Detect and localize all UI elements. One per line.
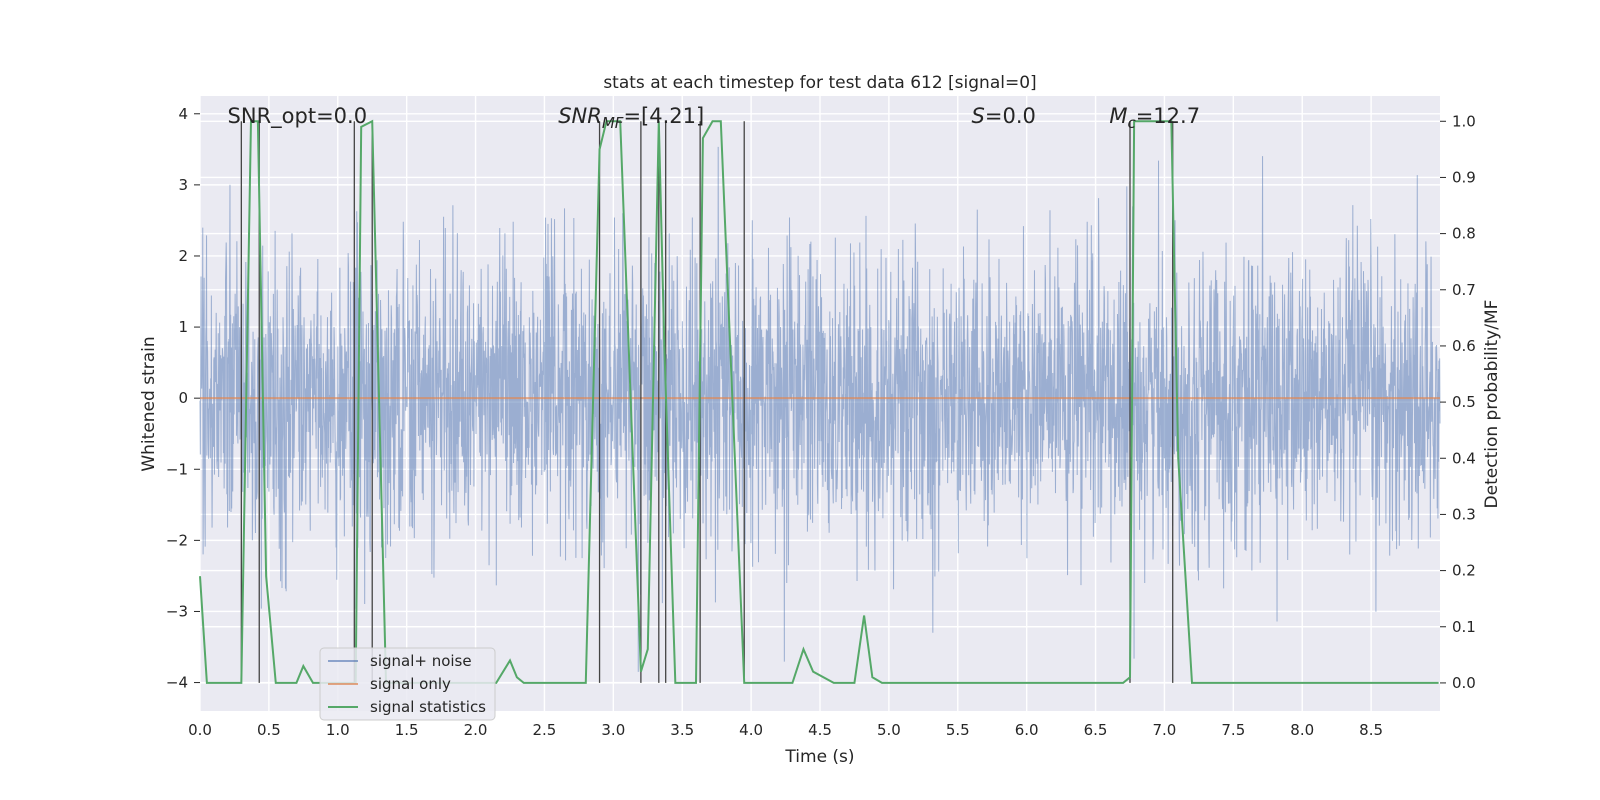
y-tick-label: 4 bbox=[178, 105, 188, 123]
legend: signal+ noise signal only signal statist… bbox=[319, 647, 496, 721]
y2-tick-label: 0.2 bbox=[1452, 562, 1476, 580]
y2-tick-label: 0.6 bbox=[1452, 337, 1476, 355]
signal-statistics-line bbox=[199, 119, 1439, 684]
y2-tick-label: 0.0 bbox=[1452, 674, 1476, 692]
x-tick-label: 5.5 bbox=[946, 721, 970, 739]
annotation-main: SNR bbox=[558, 104, 602, 128]
y2-tick-label: 0.3 bbox=[1452, 505, 1476, 523]
annotation-tail: =0.0 bbox=[985, 104, 1036, 128]
chart-title: stats at each timestep for test data 612… bbox=[603, 73, 1036, 93]
y-tick-label: 3 bbox=[178, 176, 188, 194]
annotation-sub: MF bbox=[602, 114, 624, 132]
x-tick-label: 2.5 bbox=[533, 721, 557, 739]
y2-tick-label: 1.0 bbox=[1452, 112, 1476, 130]
x-tick-label: 4.0 bbox=[739, 721, 763, 739]
x-tick-label: 6.0 bbox=[1015, 721, 1039, 739]
x-tick-label: 0.5 bbox=[257, 721, 281, 739]
y-tick-label: −3 bbox=[166, 602, 188, 620]
x-tick-label: 1.0 bbox=[326, 721, 350, 739]
y-axis-label: Whitened strain bbox=[139, 336, 159, 471]
ticks: 0.0 0.5 1.0 1.5 2.0 2.5 3.0 3.5 4.0 4.5 5.0 5.5 6.0 6… bbox=[166, 105, 1476, 739]
annotation: SNRMF=[4.21] bbox=[558, 104, 704, 132]
annotation-sub: c bbox=[1127, 114, 1136, 132]
y2-tick-label: 0.5 bbox=[1452, 393, 1476, 411]
x-tick-label: 7.0 bbox=[1153, 721, 1177, 739]
annotation-main: SNR_opt=0.0 bbox=[228, 104, 368, 129]
x-tick-label: 7.5 bbox=[1221, 721, 1245, 739]
x-axis-label: Time (s) bbox=[784, 747, 854, 767]
y2-tick-label: 0.8 bbox=[1452, 225, 1476, 243]
x-tick-label: 4.5 bbox=[808, 721, 832, 739]
x-tick-label: 1.5 bbox=[395, 721, 419, 739]
annotation: S=0.0 bbox=[972, 104, 1036, 128]
y-tick-label: −4 bbox=[166, 674, 188, 692]
y-tick-label: 2 bbox=[178, 247, 188, 265]
signal-noise-series bbox=[199, 146, 1441, 672]
x-tick-label: 5.0 bbox=[877, 721, 901, 739]
x-tick-label: 8.5 bbox=[1359, 721, 1383, 739]
y-tick-label: 1 bbox=[178, 318, 188, 336]
signal-statistics-series bbox=[199, 119, 1439, 684]
annotation: Mc=12.7 bbox=[1109, 104, 1200, 132]
y2-tick-label: 0.7 bbox=[1452, 281, 1476, 299]
x-tick-label: 3.0 bbox=[601, 721, 625, 739]
annotation-tail: =[4.21] bbox=[623, 104, 704, 128]
legend-label-signal-only: signal only bbox=[370, 675, 451, 693]
x-tick-label: 2.0 bbox=[464, 721, 488, 739]
legend-label-noise: signal+ noise bbox=[370, 652, 472, 670]
y-tick-label: −2 bbox=[166, 531, 188, 549]
noise-line bbox=[199, 146, 1441, 672]
x-tick-label: 3.5 bbox=[670, 721, 694, 739]
y2-tick-label: 0.4 bbox=[1452, 449, 1476, 467]
legend-label-statistics: signal statistics bbox=[370, 698, 486, 716]
annotation-tail: =12.7 bbox=[1136, 104, 1200, 128]
annotation-main: M bbox=[1109, 104, 1127, 128]
x-tick-label: 6.5 bbox=[1084, 721, 1108, 739]
x-tick-label: 8.0 bbox=[1290, 721, 1314, 739]
x-tick-label: 0.0 bbox=[188, 721, 212, 739]
annotation: SNR_opt=0.0 bbox=[228, 104, 368, 129]
annotation-main: S bbox=[972, 104, 985, 128]
y2-tick-label: 0.9 bbox=[1452, 168, 1476, 186]
legend-box bbox=[319, 647, 496, 721]
y-tick-label: −1 bbox=[166, 460, 188, 478]
y2-axis-label: Detection probability/MF bbox=[1482, 300, 1502, 509]
y2-tick-label: 0.1 bbox=[1452, 618, 1476, 636]
annotations: SNR_opt=0.0 SNRMF=[4.21] S=0.0 Mc=12.7 bbox=[228, 104, 1201, 132]
y-tick-label: 0 bbox=[178, 389, 188, 407]
